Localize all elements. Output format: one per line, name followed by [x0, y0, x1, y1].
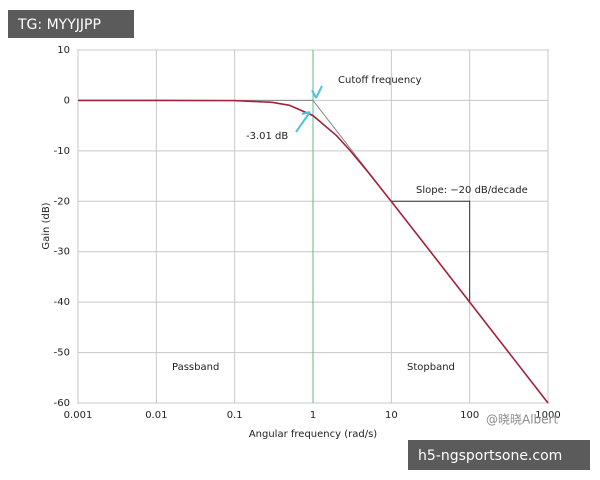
x-tick-label: 10	[385, 410, 398, 421]
series-line	[78, 99, 549, 404]
y-tick-label: -10	[54, 146, 70, 157]
y-tick-label: 10	[57, 45, 70, 56]
arrow	[295, 111, 311, 133]
overlay-text: TG: MYYJJPP	[17, 17, 101, 33]
x-tick-label: 0.1	[227, 410, 243, 421]
x-tick-label: 0.001	[64, 410, 93, 421]
x-tick-label: 100	[460, 410, 479, 421]
overlay-box	[408, 440, 590, 470]
y-tick-label: 0	[64, 95, 70, 106]
watermark: @晓晓Albert	[486, 413, 558, 427]
overlay-text: h5-ngsportsone.com	[418, 448, 562, 464]
x-tick-label: 1	[310, 410, 316, 421]
arrow	[311, 85, 323, 99]
y-tick-label: -60	[54, 398, 70, 409]
y-axis-label: Gain (dB)	[41, 202, 52, 249]
y-tick-label: -20	[54, 196, 70, 207]
y-tick-label: -50	[54, 348, 70, 359]
y-tick-label: -30	[54, 247, 70, 258]
annotation: Stopband	[407, 362, 455, 373]
x-tick-label: 1000	[535, 410, 560, 421]
overlay-box	[8, 10, 134, 38]
annotation: Cutoff frequency	[338, 75, 422, 86]
annotation: Passband	[172, 362, 219, 373]
annotation: -3.01 dB	[246, 131, 288, 142]
y-tick-label: -40	[54, 297, 70, 308]
x-axis-label: Angular frequency (rad/s)	[249, 429, 377, 440]
annotation: Slope: −20 dB/decade	[416, 185, 528, 196]
x-tick-label: 0.01	[145, 410, 167, 421]
series-line	[391, 200, 471, 303]
